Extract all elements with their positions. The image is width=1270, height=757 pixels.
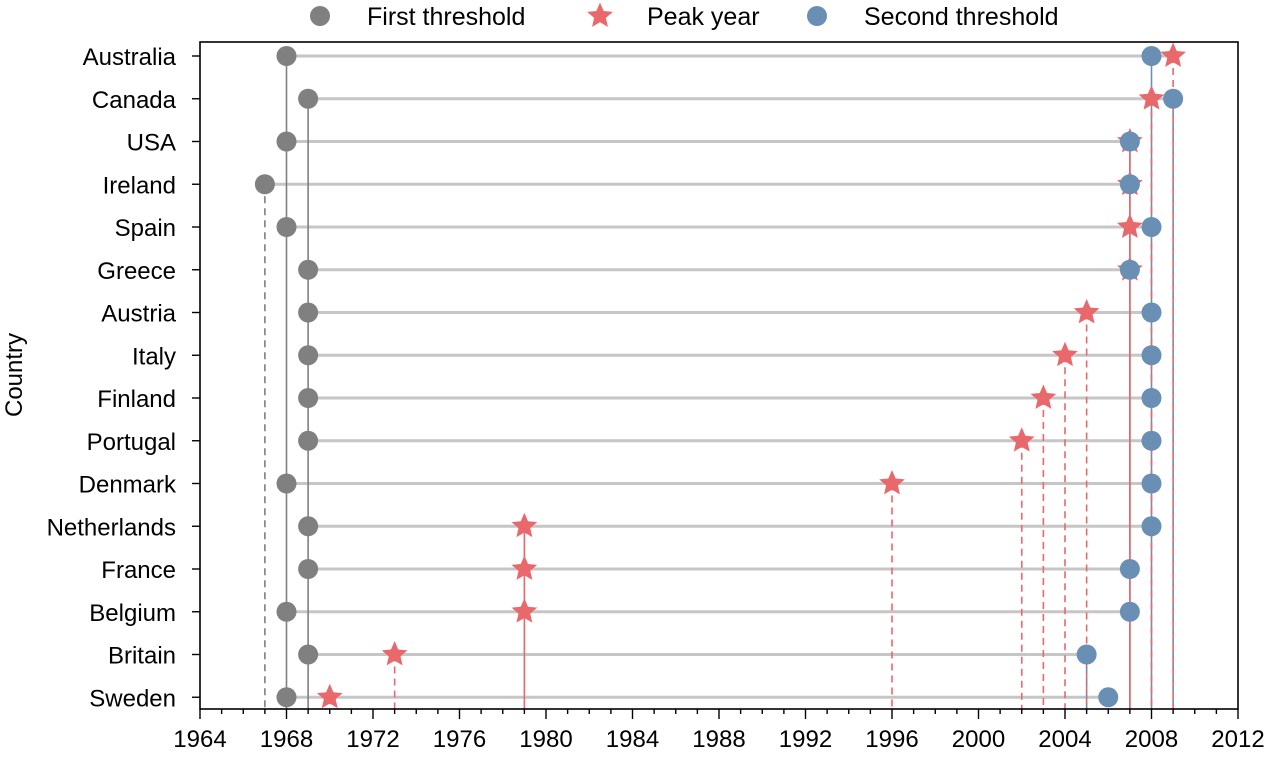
y-axis-title: Country [1,333,28,417]
peak-year-star-icon [316,683,343,709]
x-tick-label: 2004 [1038,726,1091,753]
first-threshold-marker [276,217,297,237]
first-threshold-marker [276,473,297,494]
first-threshold-marker [298,88,319,109]
legend-circle-icon [807,6,827,26]
y-tick-label: Denmark [79,472,177,499]
first-threshold-marker [276,131,297,152]
second-threshold-marker [1119,601,1140,622]
peak-year-star-icon [879,470,905,495]
first-threshold-marker [298,259,319,280]
second-threshold-marker [1141,345,1162,366]
x-tick-label: 1996 [865,726,918,753]
y-tick-label: Portugal [87,429,176,456]
y-tick-label: Sweden [89,685,176,712]
peak-year-star-icon [511,555,538,580]
peak-year-star-icon [511,512,538,538]
y-tick-label: Canada [92,87,177,114]
y-tick-label: Netherlands [47,514,176,541]
first-threshold-marker [298,644,319,665]
markers [254,42,1186,709]
y-tick-label: Belgium [89,600,176,627]
y-axis: Australia Canada USA Ireland Spain Greece Aus… [47,44,200,712]
peak-year-star-icon [1008,427,1035,452]
first-threshold-marker [298,302,319,323]
legend-label: Second threshold [864,3,1059,31]
second-threshold-marker [1076,644,1097,665]
y-tick-label: Spain [115,215,176,242]
second-threshold-marker [1141,430,1162,451]
x-tick-label: 2012 [1211,726,1264,753]
y-tick-label: Britain [108,643,176,670]
second-threshold-marker [1141,302,1162,323]
x-tick-label: 1992 [779,726,832,753]
second-threshold-marker [1163,88,1184,109]
second-threshold-marker [1141,388,1162,408]
x-tick-label: 1964 [173,726,226,753]
peak-year-star-icon [1052,341,1078,367]
first-threshold-marker [276,46,297,66]
first-threshold-marker [298,516,319,537]
y-tick-label: Australia [83,44,177,71]
peak-year-star-icon [1030,384,1057,409]
x-tick-label: 1984 [606,726,659,753]
y-tick-label: Greece [97,258,176,285]
second-threshold-marker [1141,473,1162,494]
first-threshold-marker [298,345,319,366]
y-tick-label: Ireland [103,172,176,199]
x-tick-label: 2008 [1125,726,1178,753]
x-tick-label: 1972 [346,726,399,753]
y-tick-label: USA [127,130,176,157]
y-tick-label: France [101,557,176,584]
first-threshold-marker [254,174,275,195]
row-lines [264,54,1174,699]
legend-label: First threshold [367,3,525,31]
peak-year-star-icon [1073,299,1100,324]
first-threshold-marker [298,388,319,408]
y-tick-label: Austria [101,301,176,328]
x-tick-label: 1976 [433,726,486,753]
second-threshold-marker [1098,687,1119,708]
second-threshold-marker [1119,131,1140,152]
y-tick-label: Italy [132,343,176,370]
second-threshold-marker [1141,217,1162,237]
peak-year-star-icon [1117,213,1143,238]
second-threshold-marker [1119,259,1140,280]
second-threshold-marker [1119,174,1140,195]
legend-circle-icon [310,6,330,26]
x-tick-label: 1968 [260,726,313,753]
peak-year-star-icon [1160,42,1186,67]
second-threshold-marker [1119,559,1140,579]
second-threshold-marker [1141,46,1162,66]
legend-star-icon [587,2,613,27]
first-threshold-marker [276,601,297,622]
x-tick-label: 2000 [952,726,1005,753]
x-axis: 1964 1968 1972 1976 1980 1984 1988 1992 1996 2000… [173,709,1265,753]
x-tick-label: 1988 [692,726,745,753]
first-threshold-marker [298,430,319,451]
first-threshold-marker [298,559,319,579]
second-threshold-marker [1141,516,1162,537]
legend: First threshold Peak year Second threshold [310,2,1059,31]
legend-label: Peak year [647,3,760,31]
peak-year-star-icon [511,598,538,623]
first-threshold-marker [276,687,297,708]
peak-year-star-icon [1138,85,1165,110]
peak-year-star-icon [381,641,408,666]
y-tick-label: Finland [97,386,176,413]
x-tick-label: 1980 [519,726,572,753]
